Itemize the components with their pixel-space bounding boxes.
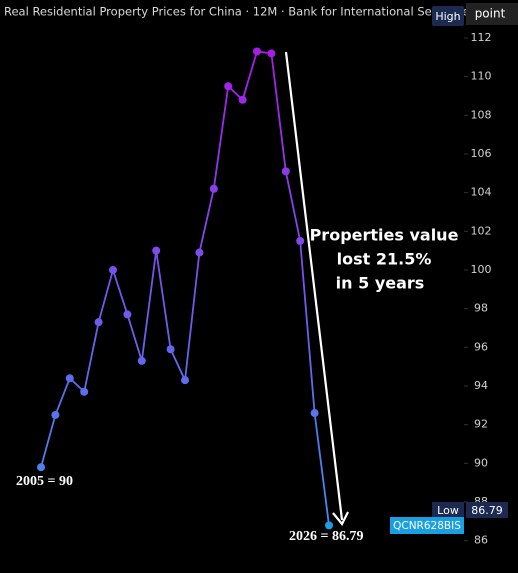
y-tick-label: 96: [474, 340, 488, 353]
data-point: [325, 521, 333, 530]
y-tick-label: 86: [474, 534, 488, 547]
annotation: lost 21.5%: [337, 250, 432, 269]
data-point: [166, 345, 175, 354]
data-point: [296, 236, 305, 245]
data-point: [195, 248, 204, 257]
data-point: [80, 387, 89, 396]
series-name: QCNR628BIS: [393, 520, 461, 532]
data-point: [267, 49, 276, 58]
arrow-head: [332, 511, 349, 527]
y-tick-label: 108: [471, 108, 492, 121]
low-value-badge: [466, 502, 508, 518]
data-point: [224, 82, 233, 91]
data-point: [109, 265, 117, 274]
trend-arrow: [284, 51, 344, 521]
y-tick-label: 94: [474, 379, 488, 392]
series-badge: [390, 517, 464, 534]
point-button[interactable]: [466, 3, 518, 25]
data-point: [123, 310, 132, 319]
data-point: [181, 376, 189, 385]
data-point: [310, 409, 319, 418]
point-button-label[interactable]: point: [475, 7, 506, 21]
y-tick-label: 104: [471, 186, 492, 199]
high-button-label[interactable]: High: [435, 10, 460, 23]
chart-title: Real Residential Property Prices for Chi…: [4, 5, 487, 19]
data-point: [253, 47, 261, 56]
y-tick-label: 110: [471, 70, 492, 83]
annotation: Properties value: [310, 226, 459, 245]
y-tick-label: 90: [474, 456, 488, 469]
data-point: [37, 463, 45, 472]
y-tick-label: 112: [471, 31, 492, 44]
start-label: 2005 = 90: [16, 474, 73, 489]
y-tick-label: 100: [471, 263, 492, 276]
end-label: 2026 = 86.79: [289, 529, 363, 544]
low-badge-label: Low: [437, 504, 459, 517]
y-tick-label: 106: [471, 147, 492, 160]
annotation: in 5 years: [336, 274, 425, 293]
low-badge: [432, 502, 464, 518]
low-value: 86.79: [471, 504, 503, 517]
data-point: [65, 374, 74, 383]
y-tick-label: 102: [471, 224, 492, 237]
data-point: [238, 95, 247, 104]
data-point: [209, 184, 218, 193]
data-point: [94, 318, 103, 327]
data-point: [137, 356, 146, 365]
high-button[interactable]: [432, 6, 464, 26]
data-point: [281, 167, 290, 176]
y-tick-label: 98: [474, 302, 488, 315]
y-tick-label: 92: [474, 418, 488, 431]
data-point: [152, 246, 161, 255]
data-point: [51, 410, 60, 419]
